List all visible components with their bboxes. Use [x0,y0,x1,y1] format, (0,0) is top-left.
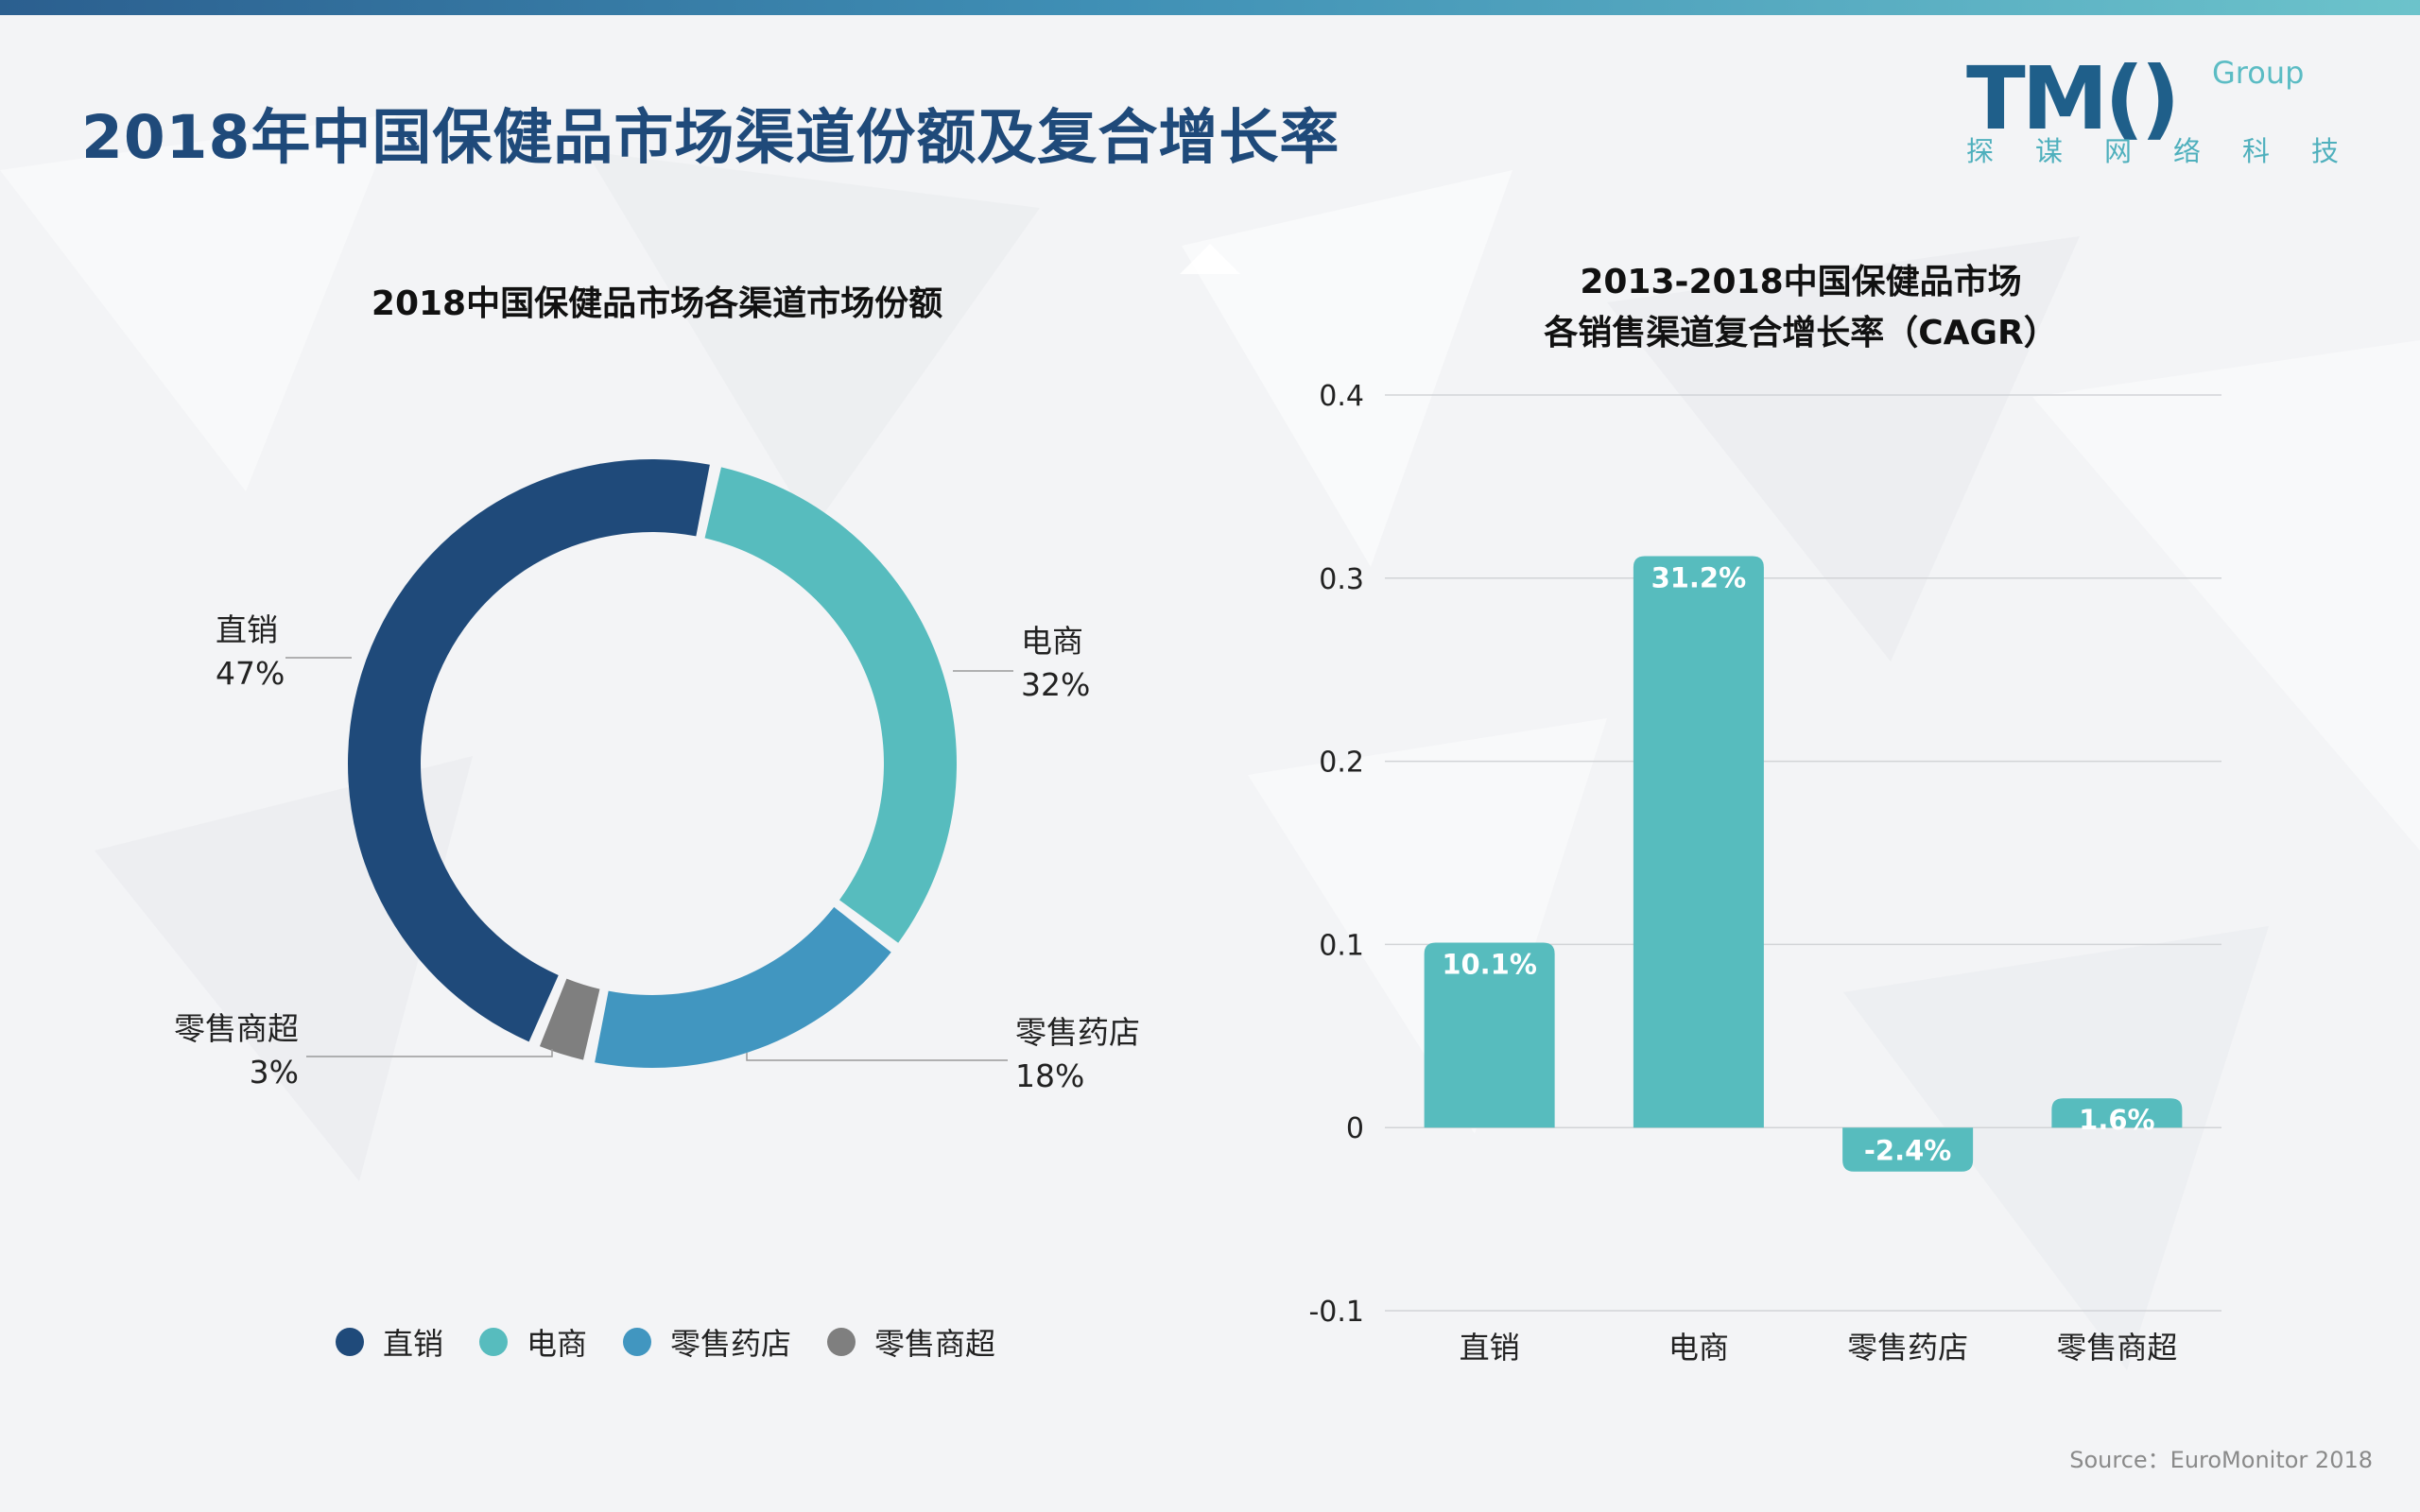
x-tick-label-pharmacy: 零售药店 [1847,1330,1968,1366]
donut-label-pct-direct: 47% [216,655,285,692]
bar-direct [1424,942,1555,1128]
donut-slice-direct [347,458,710,1042]
donut-chart-title: 2018中国保健品市场各渠道市场份额 [371,284,943,323]
x-tick-label-direct: 直销 [1460,1330,1520,1366]
donut-label-pct-ecommerce: 32% [1021,666,1090,703]
bar-supermarket [2051,1098,2183,1128]
donut-label-pct-supermarket: 3% [250,1054,299,1091]
y-tick-label: 0.3 [1319,563,1364,596]
source-note: Source：EuroMonitor 2018 [2069,1447,2373,1473]
top-accent-bar [0,0,2420,15]
legend-item-direct: 直销 [336,1320,443,1364]
donut-chart: 直销 47% 电商 32% 零售药店 18% 零售商超 3% [174,458,1140,1094]
x-tick-label-ecommerce: 电商 [1668,1330,1729,1366]
bar-data-label-pharmacy: -2.4% [1864,1135,1951,1167]
donut-slice-supermarket [539,978,600,1060]
bar-data-label-direct: 10.1% [1442,948,1537,980]
donut-label-name-direct: 直销 [216,611,278,648]
bar-chart-title-line1: 2013-2018中国保健品市场 [1580,263,2022,301]
company-logo: TM() Group 探谋网络科技 [1962,52,2340,175]
donut-label-name-ecommerce: 电商 [1021,623,1083,660]
legend-label: 直销 [383,1326,444,1362]
legend-dot-ecommerce [479,1328,509,1356]
y-tick-label: 0.1 [1319,929,1364,962]
bar-chart-title-line2: 各销售渠道复合增长率（CAGR） [1544,314,2058,352]
donut-label-pct-pharmacy: 18% [1015,1057,1084,1094]
bar-ecommerce [1633,556,1764,1128]
logo-subtitle: 探谋网络科技 [1966,135,2381,167]
bar-chart: 0.4 0.3 0.2 0.1 0 -0.1 10.1% 直销 31.2% 电商 -2.4% 零售药店… [1308,380,2221,1366]
donut-label-name-supermarket: 零售商超 [174,1010,299,1047]
y-tick-label: 0.4 [1319,380,1364,413]
legend-dot-supermarket [827,1328,856,1356]
legend-label: 零售药店 [670,1326,792,1362]
legend-item-supermarket: 零售商超 [827,1320,995,1364]
donut-leader-line-pharmacy [746,1053,1008,1061]
logo-group-text: Group [2212,55,2305,91]
legend-dot-direct [336,1328,364,1356]
x-tick-label-supermarket: 零售商超 [2056,1330,2177,1366]
donut-label-name-pharmacy: 零售药店 [1015,1014,1140,1051]
legend-dot-pharmacy [623,1328,652,1356]
donut-leader-line-supermarket [306,1049,553,1057]
page-title: 2018年中国保健品市场渠道份额及复合增长率 [81,103,1340,172]
y-tick-label: 0.2 [1319,747,1364,780]
donut-slice-ecommerce [704,467,958,943]
donut-slice-pharmacy [595,906,891,1068]
bar-pharmacy [1842,1127,1974,1172]
bar-data-label-supermarket: 1.6% [2079,1104,2154,1136]
y-tick-label: -0.1 [1308,1296,1364,1329]
legend-label: 零售商超 [874,1326,996,1362]
bar-data-label-ecommerce: 31.2% [1651,562,1747,594]
legend-item-ecommerce: 电商 [479,1320,587,1364]
bar-chart-title: 2013-2018中国保健品市场 各销售渠道复合增长率（CAGR） [1418,257,2184,359]
legend-item-pharmacy: 零售药店 [623,1320,791,1364]
logo-mark: TM() [1966,48,2180,149]
y-tick-label: 0 [1346,1112,1364,1145]
donut-legend: 直销 电商 零售药店 零售商超 [336,1318,1031,1366]
legend-label: 电商 [527,1326,588,1362]
